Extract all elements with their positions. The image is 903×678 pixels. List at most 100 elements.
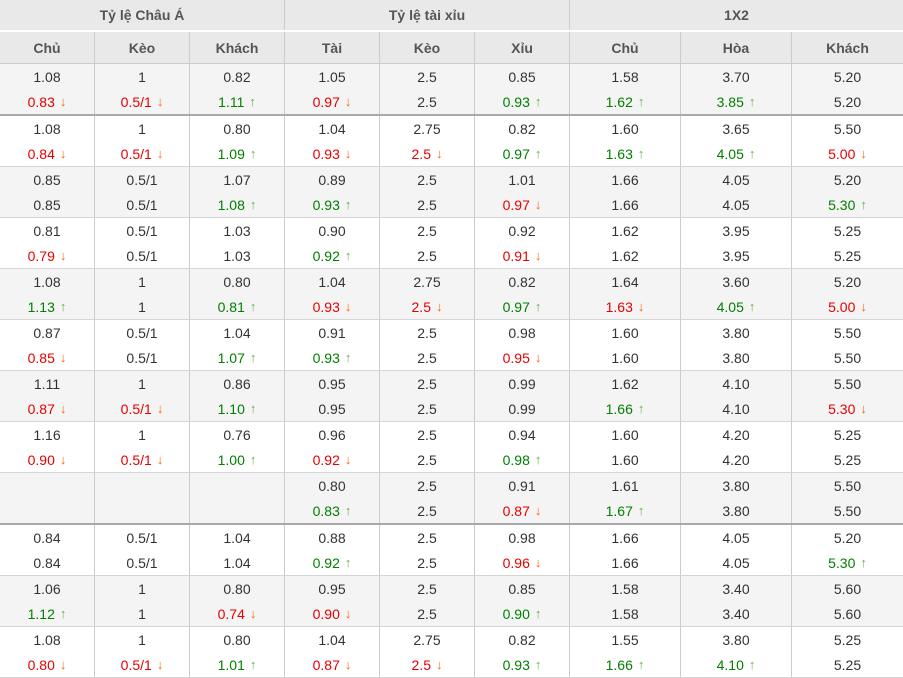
odds-line-current: 4.05 ↑ — [681, 294, 791, 319]
odds-value: 5.25 — [833, 426, 862, 443]
odds-value: 0.5/1 — [126, 529, 158, 546]
odds-line-current: 0.80 ↓ — [0, 652, 94, 677]
odds-value: 4.05 — [716, 145, 744, 162]
odds-value: 4.10 — [722, 375, 750, 392]
odds-value: 0.5/1 — [126, 171, 158, 188]
odds-value: 5.20 — [833, 273, 862, 290]
odds-value: 0.93 — [312, 349, 340, 366]
odds-line-open: 1 — [95, 116, 189, 141]
odds-line-current: 4.05 — [681, 192, 791, 217]
odds-line-current: 2.5 — [380, 192, 474, 217]
odds-value: 2.5 — [417, 400, 437, 417]
up-arrow-icon: ↑ — [860, 197, 867, 212]
odds-line-current: 5.60 — [792, 601, 903, 626]
odds-cell: 0.91 0.87 ↓ — [475, 473, 570, 523]
odds-table-body: 1.08 0.83 ↓ 1 0.5/1 ↓ 0.82 1.11 ↑ 1.05 0.97 ↓ 2.5 2.5… — [0, 64, 903, 678]
up-arrow-icon: ↑ — [59, 299, 67, 314]
odds-line-current: 1.62 ↑ — [570, 89, 680, 114]
odds-cell: 0.86 1.10 ↑ — [190, 371, 285, 421]
odds-cell: 1.01 0.97 ↓ — [475, 167, 570, 217]
odds-cell: 1.58 1.58 — [570, 576, 681, 626]
odds-line-current: 0.87 ↓ — [475, 498, 569, 523]
odds-cell: 0.98 0.96 ↓ — [475, 525, 570, 575]
odds-cell: 3.40 3.40 — [681, 576, 792, 626]
down-arrow-icon: ↓ — [860, 146, 867, 161]
odds-value: 1.04 — [223, 554, 251, 571]
odds-value: 1.55 — [611, 631, 639, 648]
odds-value: 0.82 — [508, 120, 536, 137]
odds-line-current: 0.93 ↓ — [285, 141, 379, 166]
odds-cell: 1.04 0.87 ↓ — [285, 627, 380, 677]
odds-row: 0.84 0.84 0.5/1 0.5/1 1.04 1.04 0.88 0.92 ↑ 2.5 2.… — [0, 525, 903, 576]
down-arrow-icon: ↓ — [344, 657, 352, 672]
odds-value: 0.84 — [27, 145, 55, 162]
odds-line-open: 3.80 — [681, 627, 791, 652]
odds-value: 0.90 — [502, 605, 530, 622]
odds-line-current: 0.92 ↑ — [285, 243, 379, 268]
odds-line-current: 5.20 — [792, 89, 903, 114]
odds-cell: 1.05 0.97 ↓ — [285, 64, 380, 114]
odds-value: 1 — [138, 375, 146, 392]
odds-line-current: 0.74 ↓ — [190, 601, 284, 626]
odds-cell: 1.64 1.63 ↓ — [570, 269, 681, 319]
up-arrow-icon: ↑ — [344, 555, 352, 570]
odds-line-open: 1.06 — [0, 576, 94, 601]
odds-line-current: 5.25 — [792, 243, 903, 268]
up-arrow-icon: ↑ — [534, 94, 542, 109]
odds-value: 2.5 — [417, 196, 437, 213]
up-arrow-icon: ↑ — [860, 555, 867, 570]
odds-cell: 0.82 0.93 ↑ — [475, 627, 570, 677]
odds-line-current: 1.63 ↓ — [570, 294, 680, 319]
odds-line-open: 1.64 — [570, 269, 680, 294]
odds-line-current: 5.25 — [792, 652, 903, 677]
column-header-1x2-away: Khách — [826, 39, 869, 56]
odds-cell: 5.20 5.30 ↑ — [792, 525, 903, 575]
down-arrow-icon: ↓ — [59, 401, 67, 416]
odds-cell: 1.03 1.03 — [190, 218, 285, 268]
odds-line-current: 0.98 ↑ — [475, 447, 569, 472]
odds-line-open: 5.25 — [792, 218, 903, 243]
odds-value: 5.25 — [833, 656, 862, 673]
odds-row: 1.11 0.87 ↓ 1 0.5/1 ↓ 0.86 1.10 ↑ 0.95 0.95 2.5 2.5 0… — [0, 371, 903, 422]
column-header-ah-handicap: Kèo — [95, 32, 190, 63]
odds-value: 0.79 — [27, 247, 55, 264]
odds-value: 1.04 — [223, 529, 251, 546]
odds-value: 0.87 — [502, 502, 530, 519]
odds-value: 1.62 — [611, 247, 639, 264]
odds-cell: 0.87 0.85 ↓ — [0, 320, 95, 370]
odds-value: 0.85 — [27, 349, 55, 366]
up-arrow-icon: ↑ — [59, 606, 67, 621]
odds-line-current: 0.95 ↓ — [475, 345, 569, 370]
odds-line-current: 5.30 ↓ — [792, 396, 903, 421]
odds-line-open: 1.11 — [0, 371, 94, 396]
odds-cell: 4.10 4.10 — [681, 371, 792, 421]
odds-line-current: 1.10 ↑ — [190, 396, 284, 421]
odds-line-current: 0.5/1 — [95, 243, 189, 268]
odds-line-current: 0.93 ↑ — [285, 345, 379, 370]
odds-value: 0.83 — [27, 93, 55, 110]
odds-value: 1 — [138, 273, 146, 290]
odds-cell: 0.89 0.93 ↑ — [285, 167, 380, 217]
odds-value: 0.87 — [33, 324, 61, 341]
odds-value: 0.97 — [502, 298, 530, 315]
odds-value: 5.30 — [828, 554, 856, 571]
odds-line-open: 5.50 — [792, 473, 903, 498]
odds-line-open: 1 — [95, 269, 189, 294]
odds-cell: 0.82 1.11 ↑ — [190, 64, 285, 114]
odds-line-open: 1.07 — [190, 167, 284, 192]
odds-line-current: 1.04 — [190, 550, 284, 575]
odds-line-current: 3.40 — [681, 601, 791, 626]
odds-value: 3.65 — [722, 120, 750, 137]
odds-value: 0.5/1 — [120, 93, 152, 110]
odds-cell: 0.82 0.97 ↑ — [475, 116, 570, 166]
up-arrow-icon: ↑ — [249, 299, 257, 314]
odds-value: 5.20 — [833, 171, 862, 188]
odds-line-current: 0.92 ↓ — [285, 447, 379, 472]
down-arrow-icon: ↓ — [534, 555, 542, 570]
down-arrow-icon: ↓ — [534, 503, 542, 518]
odds-value: 1.08 — [33, 631, 61, 648]
odds-value: 2.5 — [417, 375, 437, 392]
up-arrow-icon: ↑ — [344, 248, 352, 263]
odds-cell: 0.85 0.93 ↑ — [475, 64, 570, 114]
odds-cell: 3.80 3.80 — [681, 473, 792, 523]
